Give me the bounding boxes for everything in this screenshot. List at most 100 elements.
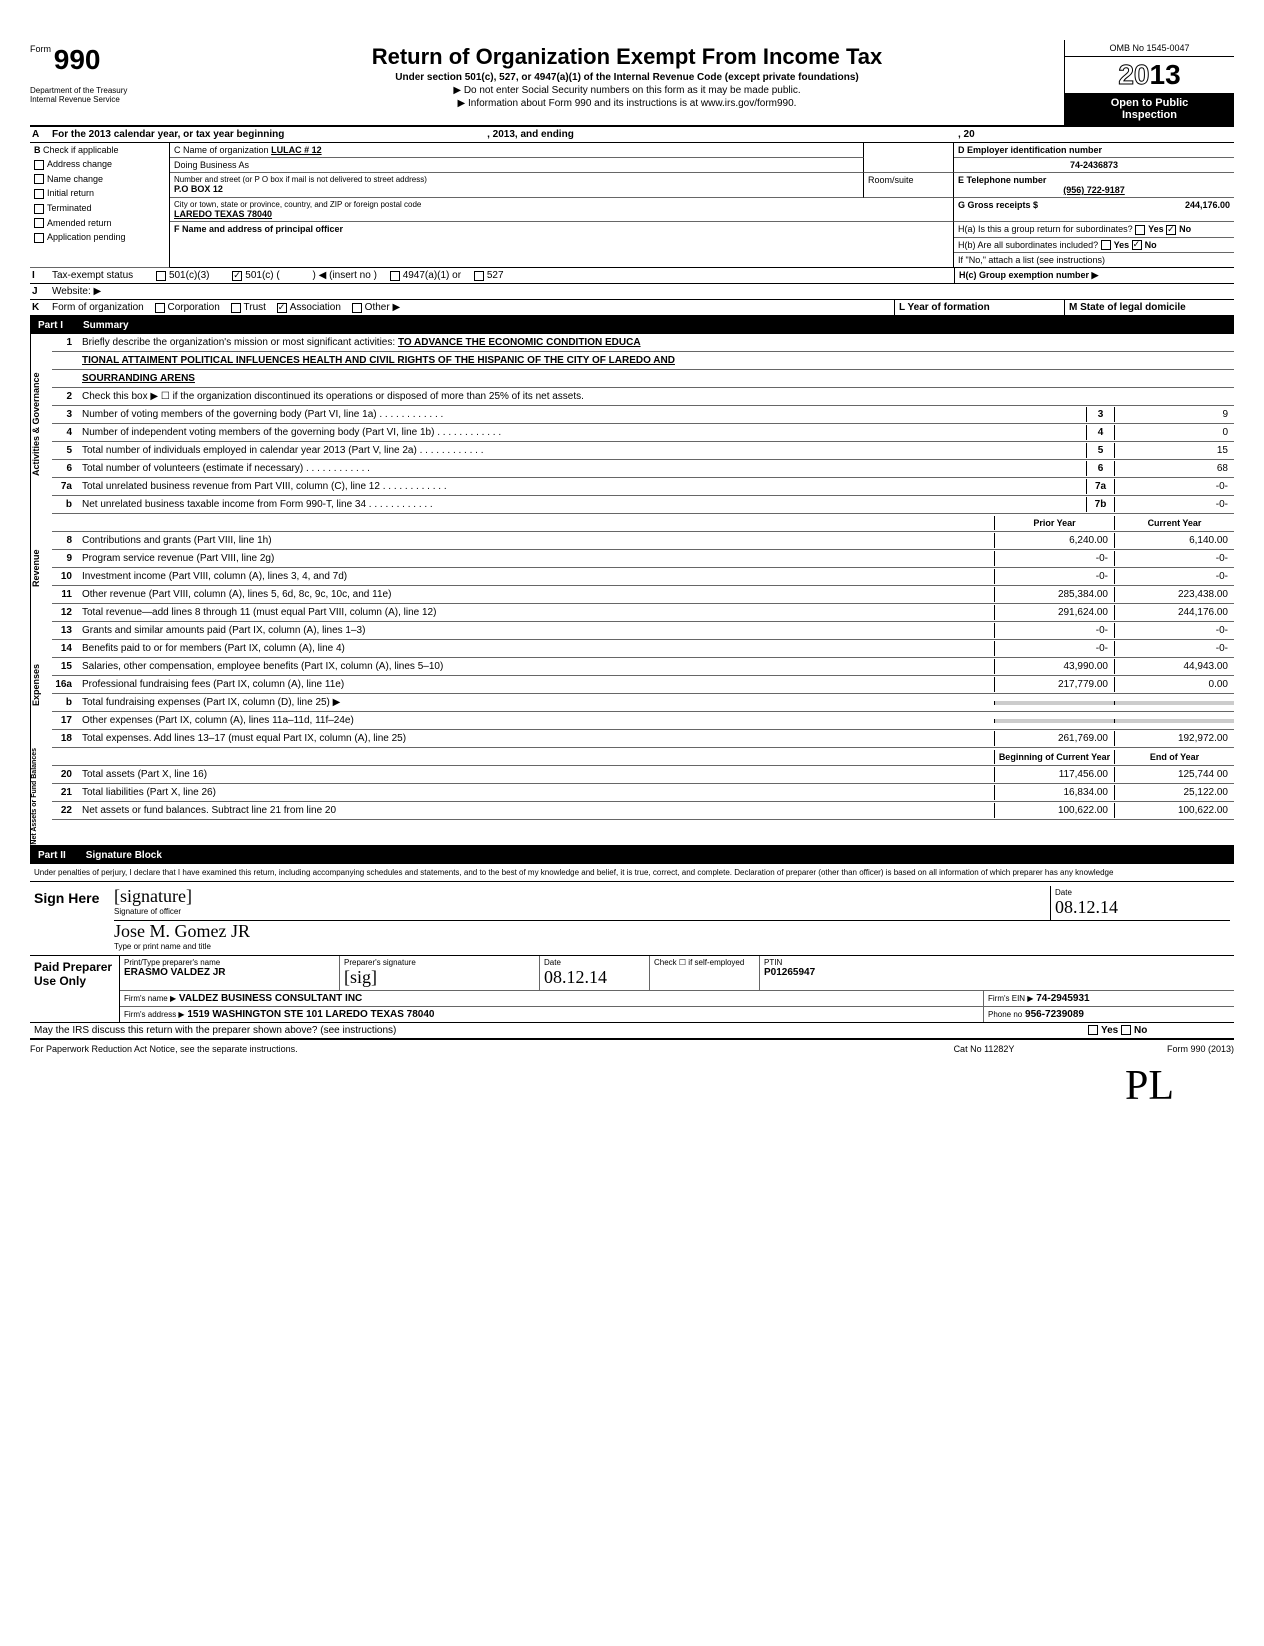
line-box: 6 [1086, 461, 1114, 476]
line-val: 0 [1114, 425, 1234, 440]
letter-a: A [30, 127, 48, 142]
expenses-section: Expenses 13 Grants and similar amounts p… [30, 622, 1234, 748]
cb-trust[interactable] [231, 303, 241, 313]
line-num: 12 [52, 607, 78, 618]
check-applicable-label: Check if applicable [43, 145, 119, 155]
sign-content: [signature] Signature of officer Date 08… [110, 882, 1234, 955]
cb-501c[interactable] [232, 271, 242, 281]
letter-k: K [30, 300, 48, 315]
current-year-header: Current Year [1114, 516, 1234, 530]
begin-year-header: Beginning of Current Year [994, 750, 1114, 764]
cb-ha-yes[interactable] [1135, 225, 1145, 235]
row-a: A For the 2013 calendar year, or tax yea… [30, 127, 1234, 143]
part-2-title: Signature Block [86, 850, 162, 861]
prior-val [994, 719, 1114, 723]
row-a-text: For the 2013 calendar year, or tax year … [48, 127, 954, 142]
line-desc: Investment income (Part VIII, column (A)… [78, 569, 994, 584]
d-label: D Employer identification number [958, 145, 1102, 155]
line-box: 7a [1086, 479, 1114, 494]
prior-val: 16,834.00 [994, 785, 1114, 800]
cb-hb-yes[interactable] [1101, 240, 1111, 250]
summary-line: b Total fundraising expenses (Part IX, c… [52, 694, 1234, 712]
phone-cell: Phone no 956-7239089 [984, 1007, 1234, 1022]
firm-name-value: VALDEZ BUSINESS CONSULTANT INC [179, 993, 362, 1004]
line-box: 4 [1086, 425, 1114, 440]
line-num: b [52, 499, 78, 510]
cb-4947[interactable] [390, 271, 400, 281]
officer-sig-area: [signature] Signature of officer [114, 886, 1050, 920]
line-desc: Grants and similar amounts paid (Part IX… [78, 623, 994, 638]
summary-line: 4 Number of independent voting members o… [52, 424, 1234, 442]
hc-cell: H(c) Group exemption number ▶ [954, 268, 1234, 283]
l-label: L Year of formation [899, 302, 990, 313]
row-a-text-2: , 2013, and ending [487, 129, 574, 140]
summary-line: 3 Number of voting members of the govern… [52, 406, 1234, 424]
line-desc: Total fundraising expenses (Part IX, col… [78, 695, 994, 710]
amended-label: Amended return [47, 218, 112, 228]
line-val: 9 [1114, 407, 1234, 422]
line-num: 3 [52, 409, 78, 420]
prior-val: -0- [994, 551, 1114, 566]
cb-address-change[interactable] [34, 160, 44, 170]
subtitle-3: ▶ Information about Form 990 and its ins… [198, 98, 1056, 109]
summary-line: 16a Professional fundraising fees (Part … [52, 676, 1234, 694]
line-box: 7b [1086, 497, 1114, 512]
cb-assoc[interactable] [277, 303, 287, 313]
line-num: b [52, 697, 78, 708]
line-desc: Other expenses (Part IX, column (A), lin… [78, 713, 994, 728]
cb-other[interactable] [352, 303, 362, 313]
prep-row-1: Print/Type preparer's name ERASMO VALDEZ… [120, 956, 1234, 991]
governance-rows: 1 Briefly describe the organization's mi… [52, 334, 1234, 514]
cb-hb-no[interactable] [1132, 240, 1142, 250]
cb-amended[interactable] [34, 218, 44, 228]
city-value: LAREDO TEXAS 78040 [174, 209, 272, 219]
e-label: E Telephone number [958, 175, 1046, 185]
yes-1: Yes [1148, 224, 1164, 234]
prior-val [994, 701, 1114, 705]
cb-ha-no[interactable] [1166, 225, 1176, 235]
omb-number: OMB No 1545-0047 [1065, 40, 1234, 57]
officer-signature: [signature] [114, 886, 1050, 907]
firm-addr-cell: Firm's address ▶ 1519 WASHINGTON STE 101… [120, 1007, 984, 1022]
part-1-header: Part I Summary [30, 317, 1234, 334]
cb-discuss-yes[interactable] [1088, 1025, 1098, 1035]
line-desc: Total assets (Part X, line 16) [78, 767, 994, 782]
terminated-label: Terminated [47, 203, 92, 213]
net-rows: Beginning of Current Year End of Year 20… [52, 748, 1234, 845]
line-val: 68 [1114, 461, 1234, 476]
cb-pending[interactable] [34, 233, 44, 243]
cb-corp[interactable] [155, 303, 165, 313]
line-num: 4 [52, 427, 78, 438]
cb-name-change[interactable] [34, 174, 44, 184]
prior-val: 43,990.00 [994, 659, 1114, 674]
cb-501c3[interactable] [156, 271, 166, 281]
line-num: 6 [52, 463, 78, 474]
ha-cell: H(a) Is this a group return for subordin… [954, 222, 1234, 238]
form-org-label: Form of organization [52, 302, 144, 313]
insert-no: ) ◀ (insert no ) [313, 270, 377, 281]
cb-initial-return[interactable] [34, 189, 44, 199]
mission-1: TO ADVANCE THE ECONOMIC CONDITION EDUCA [398, 337, 641, 348]
line-num: 22 [52, 805, 78, 816]
cb-discuss-no[interactable] [1121, 1025, 1131, 1035]
footer-3: Form 990 (2013) [1084, 1044, 1234, 1054]
curr-val: 6,140.00 [1114, 533, 1234, 548]
m-cell: M State of legal domicile [1064, 300, 1234, 315]
prep-name-value: ERASMO VALDEZ JR [124, 967, 226, 978]
summary-line: 14 Benefits paid to or for members (Part… [52, 640, 1234, 658]
summary-line: 17 Other expenses (Part IX, column (A), … [52, 712, 1234, 730]
prep-row-2: Firm's name ▶ VALDEZ BUSINESS CONSULTANT… [120, 991, 1234, 1007]
date-label: Date [1055, 888, 1226, 897]
badge-line-2: Inspection [1069, 109, 1230, 121]
vlabel-net: Net Assets or Fund Balances [30, 748, 52, 845]
line-num: 11 [52, 589, 78, 600]
cb-terminated[interactable] [34, 204, 44, 214]
firm-ein-cell: Firm's EIN ▶ 74-2945931 [984, 991, 1234, 1006]
letter-j: J [30, 284, 48, 299]
dba-cell: Doing Business As [170, 158, 864, 173]
row-i: I Tax-exempt status 501(c)(3) 501(c) ( )… [30, 268, 1234, 284]
line-1-desc: Briefly describe the organization's miss… [78, 335, 1234, 350]
firm-name-cell: Firm's name ▶ VALDEZ BUSINESS CONSULTANT… [120, 991, 984, 1006]
prep-sig-label: Preparer's signature [344, 958, 535, 967]
cb-527[interactable] [474, 271, 484, 281]
